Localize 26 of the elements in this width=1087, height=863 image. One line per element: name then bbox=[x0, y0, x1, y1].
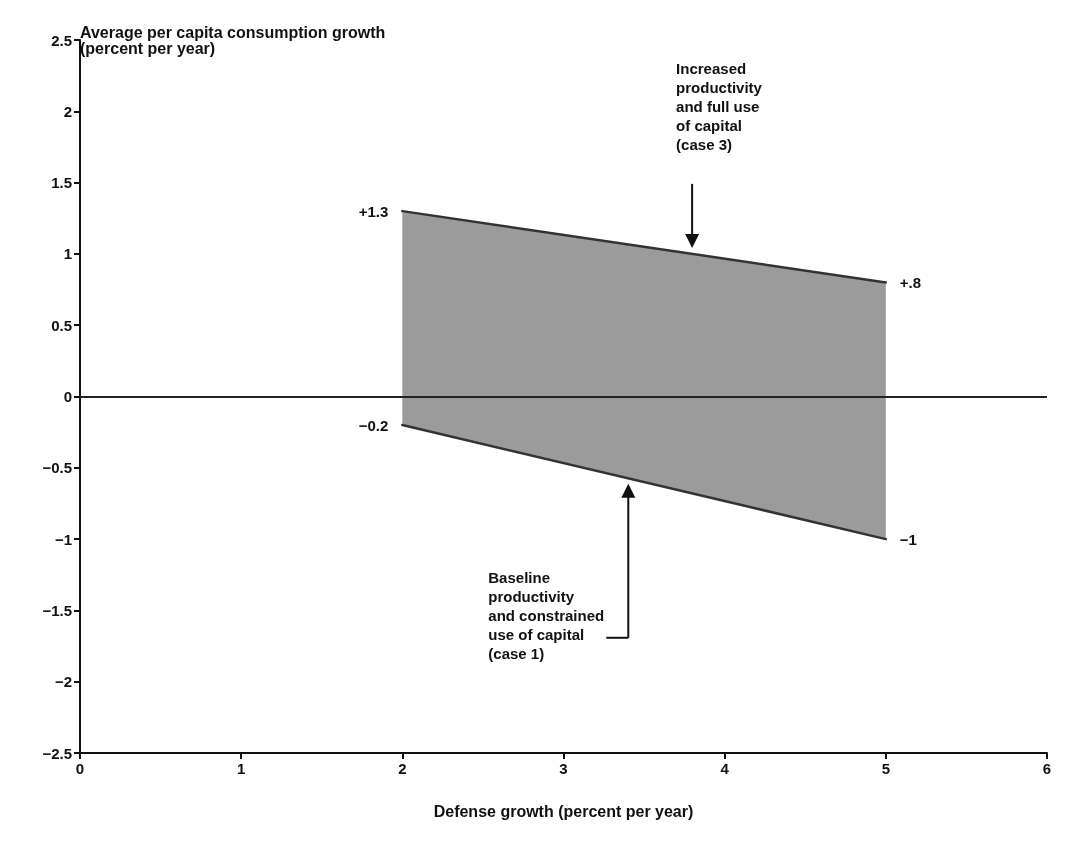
x-tick-label: 4 bbox=[720, 760, 730, 777]
data-label: −0.2 bbox=[358, 416, 389, 434]
y-tick-label: −1 bbox=[54, 530, 72, 548]
x-axis-title: Defense growth (percent per year) bbox=[433, 802, 694, 820]
data-label: +1.3 bbox=[358, 202, 389, 220]
data-label: −1 bbox=[899, 530, 917, 548]
y-tick-label: −2.5 bbox=[42, 744, 72, 762]
annotation: Baseline productivity and constrained use of capital (case 1) bbox=[488, 568, 605, 662]
y-tick-label: 2.5 bbox=[51, 31, 72, 49]
x-tick-label: 1 bbox=[236, 760, 246, 777]
y-tick-label: 1 bbox=[63, 245, 72, 263]
annotation: Increased productivity and full use of capital (case 3) bbox=[676, 59, 763, 153]
x-tick-label: 0 bbox=[75, 760, 85, 777]
y-tick-label: −0.5 bbox=[42, 459, 72, 477]
x-tick-label: 2 bbox=[398, 760, 407, 777]
y-axis-title: Average per capita consumption growth (percent per year) bbox=[80, 23, 386, 57]
x-tick-label: 6 bbox=[1042, 760, 1052, 777]
y-tick-label: −2 bbox=[54, 673, 72, 691]
y-tick-label: −1.5 bbox=[42, 601, 72, 619]
data-label: +.8 bbox=[899, 273, 922, 291]
y-tick-label: 0 bbox=[63, 388, 72, 405]
x-tick-label: 5 bbox=[881, 760, 891, 777]
y-tick-label: 0.5 bbox=[51, 316, 72, 334]
x-tick-label: 3 bbox=[559, 760, 568, 777]
y-tick-label: 1.5 bbox=[51, 174, 72, 192]
y-tick-label: 2 bbox=[63, 102, 72, 120]
